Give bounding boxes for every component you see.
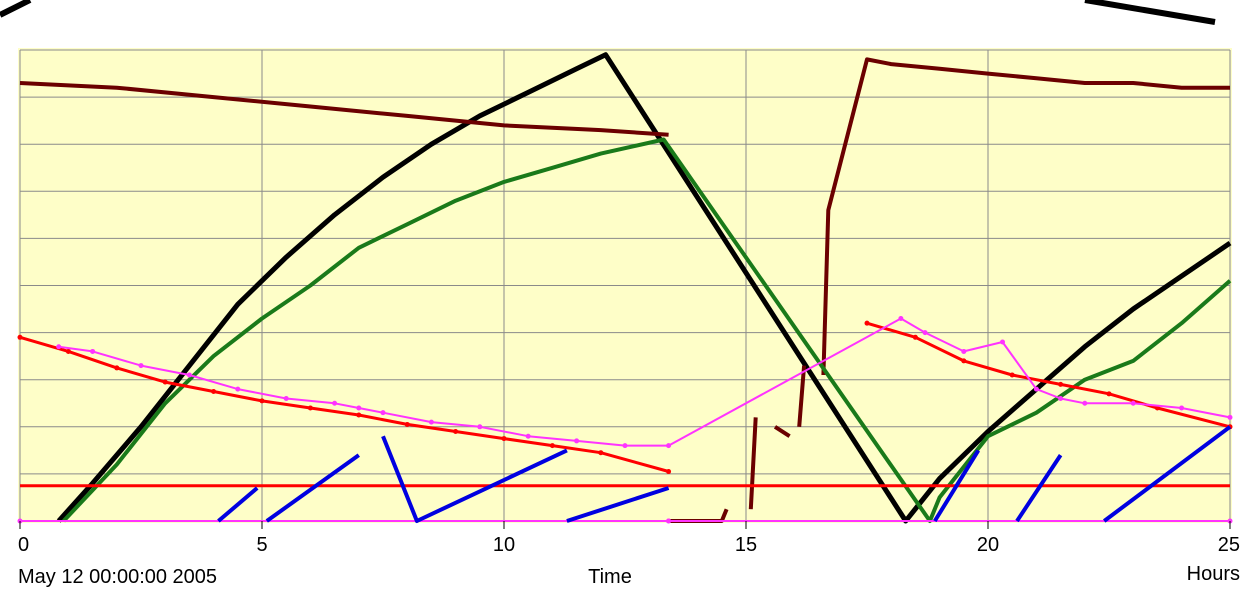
data-point-magenta [138, 363, 144, 369]
data-point-magenta [1130, 400, 1136, 406]
series-line-blue [217, 425, 1232, 523]
data-point-red [1106, 391, 1112, 397]
data-point-magenta [1000, 339, 1006, 345]
data-point-red [864, 320, 870, 326]
data-point-magenta [283, 396, 289, 402]
x-unit-label: Hours [1187, 563, 1240, 585]
data-point-magenta [898, 315, 904, 321]
data-point-magenta [235, 386, 241, 392]
data-point-red [1058, 381, 1064, 387]
data-point-red [961, 358, 967, 364]
data-point-red [356, 412, 362, 418]
data-point-red [307, 405, 313, 411]
data-point-magenta [380, 410, 386, 416]
data-point-red [453, 429, 459, 435]
data-point-red [1009, 372, 1015, 378]
data-point-red [211, 388, 217, 394]
series-line-green [62, 137, 1232, 523]
data-point-magenta [666, 443, 672, 449]
x-tick-labels: 0 5 10 15 20 25 [18, 521, 1240, 556]
x-axis-title: Time [588, 566, 632, 588]
data-point-magenta [356, 405, 362, 411]
data-point-magenta [574, 438, 580, 444]
grid-lines [19, 49, 1231, 522]
data-point-magenta [332, 400, 338, 406]
data-point-magenta [525, 433, 531, 439]
data-point-magenta [477, 424, 483, 430]
data-point-magenta [922, 330, 928, 336]
data-point-magenta [622, 443, 628, 449]
corner-stroke-right [1084, 0, 1216, 25]
x-tick-label: 20 [977, 534, 999, 556]
x-tick-label: 5 [256, 534, 267, 556]
data-point-red [162, 379, 168, 385]
series-line-black [56, 52, 1232, 524]
data-point-magenta [1058, 396, 1064, 402]
data-point-red [912, 334, 918, 340]
data-point-red [65, 348, 71, 354]
data-point-magenta [90, 348, 96, 354]
start-date-label: May 12 00:00:00 2005 [18, 566, 217, 588]
data-point-red [17, 334, 23, 340]
data-point-red [501, 436, 507, 442]
data-point-magenta [1082, 400, 1088, 406]
data-point-red [114, 365, 120, 371]
data-point-magenta [1227, 414, 1233, 420]
data-point-red [549, 443, 555, 449]
data-point-magenta [961, 348, 967, 354]
series-group [17, 52, 1233, 524]
data-point-magenta [186, 372, 192, 378]
data-point-magenta [666, 518, 672, 524]
data-point-magenta [428, 419, 434, 425]
x-tick-label: 10 [493, 534, 515, 556]
data-point-magenta [56, 344, 62, 350]
x-tick-label: 25 [1218, 534, 1240, 556]
x-tick-label: 15 [735, 534, 757, 556]
data-point-red [666, 469, 672, 475]
series-line-maroon [19, 57, 1230, 523]
corner-stroke-left [0, 0, 32, 18]
data-point-red [404, 421, 410, 427]
data-point-magenta [1033, 386, 1039, 392]
data-point-red [598, 450, 604, 456]
data-point-magenta [1179, 405, 1185, 411]
x-tick-label: 0 [18, 534, 29, 556]
series-line-red [19, 321, 1231, 473]
data-point-red [259, 398, 265, 404]
